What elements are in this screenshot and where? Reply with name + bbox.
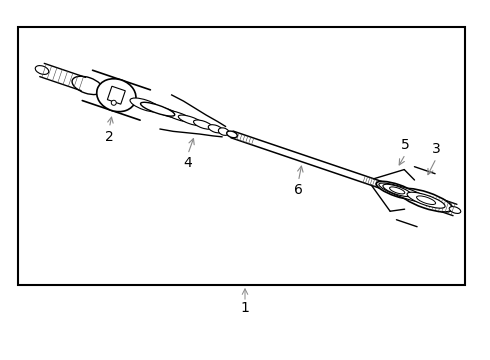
Ellipse shape	[130, 98, 161, 112]
Text: 4: 4	[183, 156, 192, 170]
Ellipse shape	[407, 192, 445, 208]
Ellipse shape	[163, 110, 194, 122]
Bar	[18, 27, 465, 285]
Ellipse shape	[178, 115, 203, 126]
Ellipse shape	[219, 128, 229, 135]
Text: 1: 1	[241, 301, 249, 315]
Ellipse shape	[390, 187, 405, 194]
Ellipse shape	[208, 125, 222, 133]
Ellipse shape	[379, 183, 432, 203]
Ellipse shape	[194, 120, 213, 129]
Ellipse shape	[399, 188, 453, 212]
Ellipse shape	[35, 66, 49, 75]
Text: 6: 6	[294, 183, 303, 197]
Text: 2: 2	[105, 130, 114, 144]
Ellipse shape	[97, 79, 136, 112]
Ellipse shape	[449, 207, 461, 213]
Polygon shape	[107, 86, 125, 104]
Ellipse shape	[376, 181, 418, 199]
Ellipse shape	[227, 131, 237, 138]
Ellipse shape	[383, 184, 412, 197]
Ellipse shape	[149, 105, 183, 119]
Ellipse shape	[111, 100, 116, 105]
Ellipse shape	[141, 102, 175, 116]
Ellipse shape	[377, 183, 384, 187]
Ellipse shape	[72, 76, 103, 95]
Text: 3: 3	[432, 142, 441, 156]
Ellipse shape	[416, 196, 436, 204]
Text: 5: 5	[401, 138, 410, 152]
